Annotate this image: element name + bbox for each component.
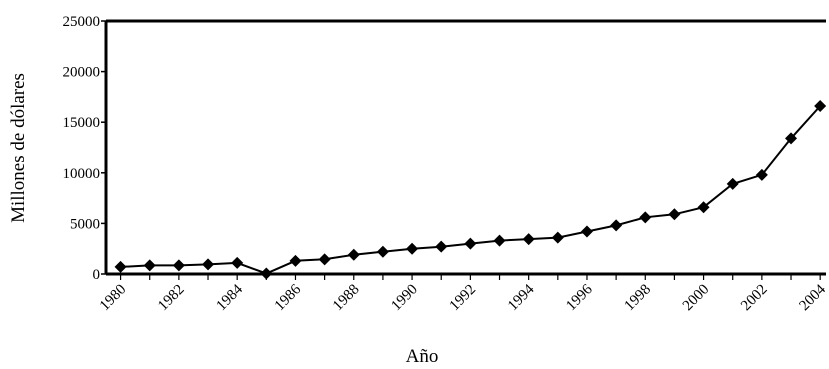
y-tick-label: 25000 [63,14,101,30]
x-tick-label: 1992 [447,282,480,315]
y-tick-label: 10000 [63,166,101,182]
data-point [260,267,273,280]
data-point [231,256,244,269]
x-tick-label: 1996 [563,281,596,314]
y-axis: 0 5000 10000 15000 20000 25000 [63,14,106,283]
data-point [551,231,564,244]
x-tick-label: 1984 [213,281,246,314]
x-tick-label: 1982 [155,282,188,315]
data-point [697,201,710,214]
data-point [318,253,331,266]
y-tick-label: 0 [93,267,101,283]
x-tick-label: 1994 [505,281,538,314]
x-tick-label: 1986 [272,281,305,314]
data-point [406,242,419,255]
x-tick-label: 2004 [796,281,829,314]
data-point [668,208,681,221]
data-point [785,132,798,145]
data-point [522,233,535,246]
data-point [610,219,623,232]
x-tick-label: 1980 [97,282,130,315]
data-point [202,258,215,271]
data-point [639,211,652,224]
data-point [435,240,448,253]
y-tick-label: 15000 [63,115,101,131]
y-axis-title: Millones de dólares [8,73,29,223]
data-point [726,177,739,190]
x-axis: 1980 1982 1984 1986 1988 1990 1992 1994 1996 1998… [97,274,829,314]
plot-area [104,19,826,276]
x-axis-title: Año [406,346,439,367]
x-tick-label: 1988 [330,282,363,315]
data-point [814,100,827,113]
data-point [580,225,593,238]
data-point [755,168,768,181]
series-layer [114,100,827,280]
data-point [464,237,477,250]
x-tick-label: 2000 [680,282,713,315]
x-tick-label: 1998 [622,282,655,315]
x-tick-label: 2002 [738,282,771,315]
x-tick-label: 1990 [388,282,421,315]
data-point [493,234,506,247]
y-tick-label: 5000 [70,216,100,232]
data-point [376,245,389,258]
data-point [172,259,185,272]
y-tick-label: 20000 [63,65,101,81]
data-point [347,248,360,261]
data-point [114,260,127,273]
data-point [289,254,302,267]
data-point [143,259,156,272]
